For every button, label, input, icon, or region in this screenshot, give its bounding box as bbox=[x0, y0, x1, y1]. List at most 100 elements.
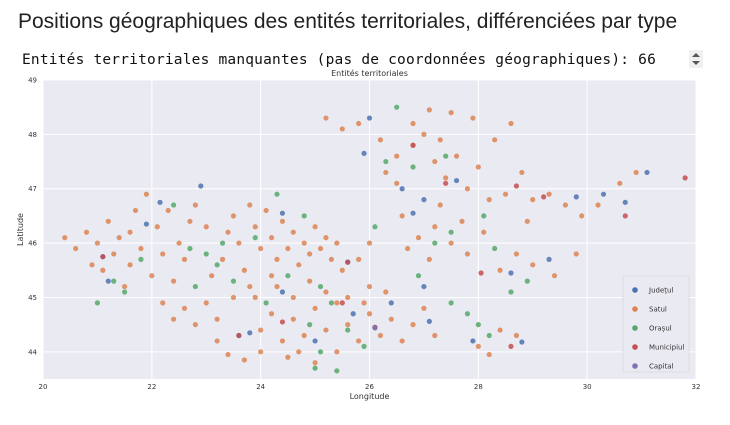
point-satul bbox=[497, 327, 503, 333]
point-orasul bbox=[372, 224, 378, 230]
scroll-up-icon[interactable] bbox=[692, 53, 700, 57]
missing-entities-output: Entités territoriales manquantes (pas de… bbox=[22, 52, 657, 68]
point-satul bbox=[301, 332, 307, 339]
output-scroll-control[interactable] bbox=[689, 50, 703, 68]
point-satul bbox=[437, 137, 443, 143]
point-satul bbox=[421, 305, 427, 311]
point-municipiul bbox=[410, 142, 416, 148]
point-satul bbox=[426, 256, 432, 262]
chart-legend: Județul Satul Orașul Municipiul Capital bbox=[622, 275, 690, 373]
point-judetul bbox=[453, 177, 460, 184]
point-orasul bbox=[432, 240, 438, 246]
y-tick-label: 47 bbox=[28, 185, 37, 193]
point-satul bbox=[105, 218, 111, 224]
point-orasul bbox=[464, 311, 471, 317]
x-tick-label: 22 bbox=[147, 383, 156, 391]
point-satul bbox=[122, 283, 128, 290]
point-satul bbox=[475, 164, 481, 170]
point-satul bbox=[171, 278, 177, 284]
point-judetul bbox=[399, 186, 405, 192]
point-satul bbox=[345, 294, 351, 301]
point-satul bbox=[432, 332, 438, 339]
point-satul bbox=[192, 322, 198, 328]
point-satul bbox=[432, 158, 438, 165]
point-orasul bbox=[138, 256, 144, 262]
point-judetul bbox=[157, 199, 163, 205]
legend-label: Capital bbox=[649, 363, 674, 371]
point-satul bbox=[356, 338, 362, 344]
point-satul bbox=[258, 245, 264, 252]
point-judetul bbox=[350, 311, 356, 317]
point-satul bbox=[138, 245, 144, 252]
point-orasul bbox=[192, 283, 198, 290]
point-municipiul bbox=[236, 332, 242, 339]
x-tick-label: 28 bbox=[474, 383, 483, 391]
point-satul bbox=[203, 224, 209, 230]
point-satul bbox=[366, 240, 373, 246]
point-satul bbox=[459, 218, 465, 224]
point-satul bbox=[214, 338, 220, 344]
point-satul bbox=[361, 300, 367, 306]
point-satul bbox=[214, 316, 220, 322]
point-municipiul bbox=[508, 343, 514, 349]
point-capital bbox=[372, 325, 378, 331]
point-satul bbox=[73, 245, 79, 252]
point-satul bbox=[464, 186, 471, 192]
point-satul bbox=[513, 251, 520, 257]
point-satul bbox=[290, 294, 296, 301]
point-judetul bbox=[247, 330, 253, 336]
scroll-down-icon[interactable] bbox=[692, 61, 700, 65]
point-judetul bbox=[388, 300, 394, 306]
point-orasul bbox=[274, 191, 280, 197]
point-judetul bbox=[279, 289, 286, 295]
point-judetul bbox=[644, 169, 650, 176]
data-points bbox=[62, 104, 688, 374]
point-judetul bbox=[143, 221, 149, 227]
y-tick-label: 48 bbox=[28, 131, 37, 139]
point-satul bbox=[546, 191, 552, 197]
point-satul bbox=[241, 357, 247, 363]
point-satul bbox=[394, 180, 400, 186]
point-satul bbox=[279, 338, 286, 344]
point-judetul bbox=[410, 210, 416, 216]
point-satul bbox=[219, 256, 226, 262]
point-judetul bbox=[622, 199, 628, 205]
point-satul bbox=[475, 343, 481, 349]
legend-marker bbox=[632, 344, 638, 350]
point-satul bbox=[171, 316, 177, 322]
point-satul bbox=[394, 153, 400, 159]
point-satul bbox=[383, 169, 389, 176]
point-satul bbox=[383, 289, 389, 295]
point-satul bbox=[181, 256, 188, 262]
point-satul bbox=[285, 245, 291, 252]
point-judetul bbox=[312, 338, 318, 344]
point-orasul bbox=[361, 343, 367, 349]
point-municipiul bbox=[682, 175, 688, 181]
point-satul bbox=[334, 349, 340, 355]
y-axis-label: Latitude bbox=[16, 213, 25, 246]
point-satul bbox=[410, 322, 416, 328]
point-satul bbox=[323, 289, 329, 295]
point-satul bbox=[481, 229, 487, 235]
point-satul bbox=[116, 235, 122, 241]
point-satul bbox=[258, 349, 264, 355]
point-satul bbox=[268, 235, 275, 241]
point-municipiul bbox=[622, 213, 628, 219]
point-satul bbox=[633, 169, 639, 176]
point-satul bbox=[285, 354, 291, 360]
chart-title: Entités territoriales bbox=[331, 68, 408, 78]
point-orasul bbox=[252, 235, 258, 241]
legend-marker bbox=[632, 306, 638, 312]
point-orasul bbox=[486, 332, 492, 339]
point-satul bbox=[296, 349, 302, 355]
point-satul bbox=[486, 351, 492, 358]
point-satul bbox=[377, 137, 383, 143]
point-orasul bbox=[508, 289, 514, 295]
point-satul bbox=[502, 191, 509, 197]
point-satul bbox=[448, 240, 454, 246]
point-satul bbox=[410, 120, 416, 127]
point-satul bbox=[279, 218, 286, 224]
point-satul bbox=[595, 202, 601, 208]
point-satul bbox=[258, 327, 264, 333]
point-satul bbox=[524, 218, 530, 224]
